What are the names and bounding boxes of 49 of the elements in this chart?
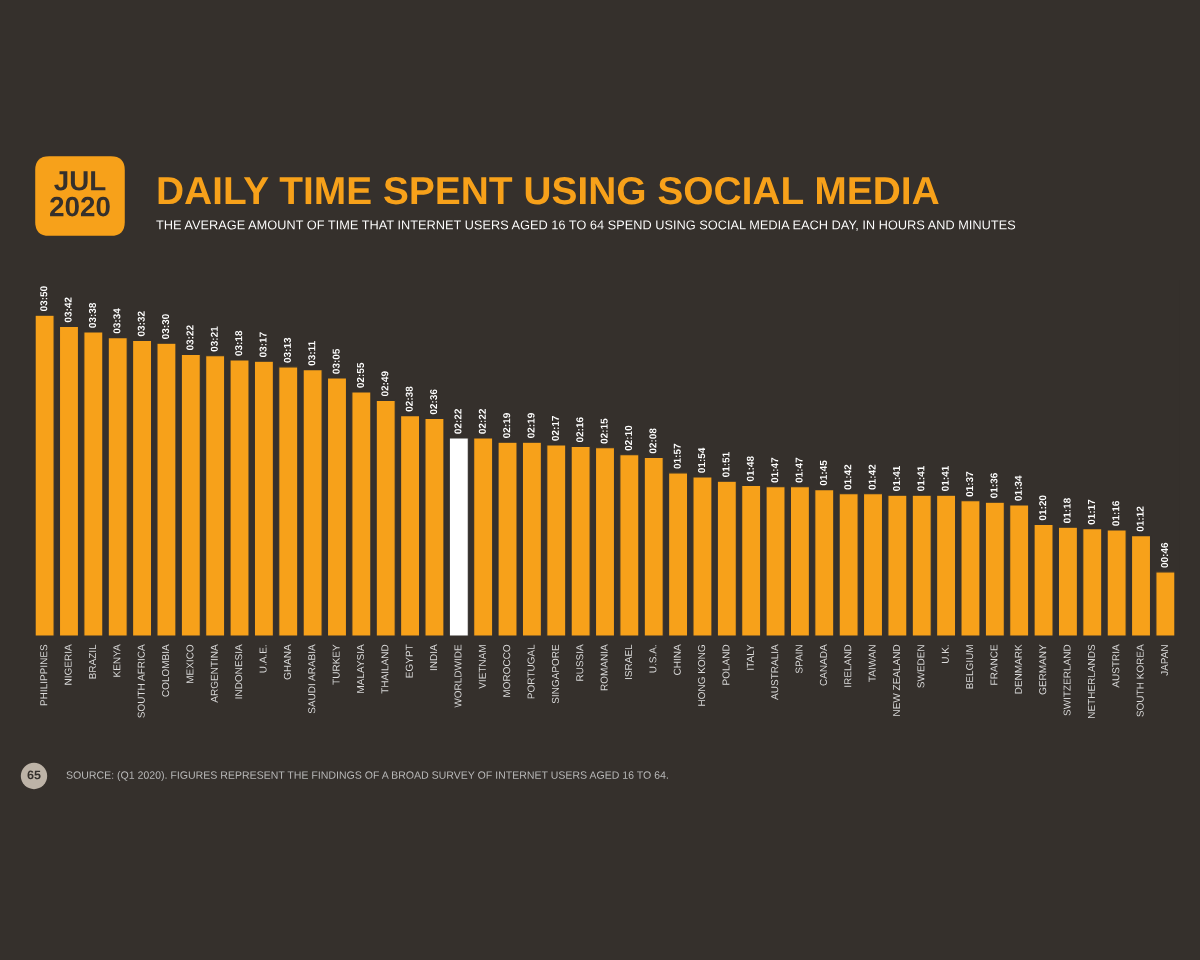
bar (1009, 504, 1030, 636)
bar (887, 494, 908, 636)
chart-title: DAILY TIME SPENT USING SOCIAL MEDIA (158, 176, 939, 205)
bar (1033, 523, 1054, 636)
bar (302, 369, 323, 636)
bar (546, 444, 567, 636)
bar (1106, 529, 1127, 636)
bar (400, 415, 421, 636)
bar (180, 353, 201, 636)
bar (253, 360, 274, 636)
bar (34, 314, 55, 636)
bar (814, 489, 835, 636)
bar (83, 331, 104, 636)
bar (278, 366, 299, 636)
bar (521, 441, 542, 636)
bar (58, 325, 80, 636)
bar (936, 494, 957, 636)
bar (619, 454, 640, 636)
bar (838, 493, 859, 636)
bar (351, 391, 372, 636)
bar (497, 441, 518, 636)
bar (643, 456, 664, 636)
bar (668, 472, 689, 636)
bar (911, 494, 932, 636)
bar (692, 476, 713, 636)
bar (448, 437, 469, 636)
bar (107, 337, 128, 636)
bar (765, 486, 786, 636)
bar (229, 359, 250, 636)
text: JUL 2020 (50, 171, 110, 217)
bar (984, 501, 1005, 636)
bar (205, 355, 226, 636)
bar (156, 342, 177, 636)
bar (716, 480, 737, 636)
bar (960, 500, 981, 636)
bar (1082, 528, 1103, 636)
bar (1057, 526, 1078, 636)
bar (789, 486, 810, 636)
bar (424, 417, 445, 636)
bar (862, 493, 884, 636)
bar (741, 484, 762, 636)
bar (570, 445, 591, 636)
bar (473, 437, 494, 636)
bar (1130, 535, 1152, 636)
bar (375, 399, 396, 636)
bar (1155, 571, 1176, 636)
bar (132, 339, 153, 636)
bar (594, 447, 616, 636)
bar (326, 377, 348, 636)
